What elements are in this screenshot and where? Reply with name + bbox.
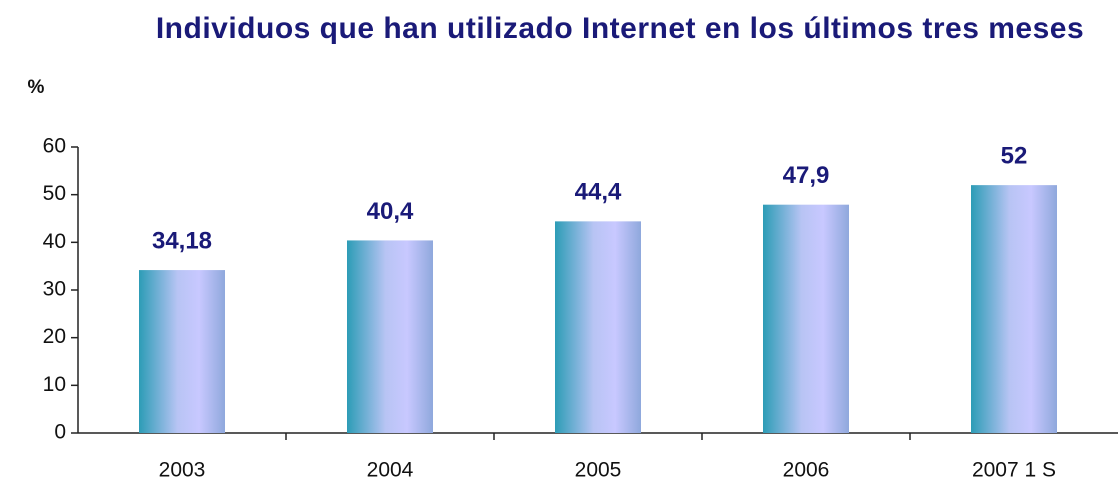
bar [971, 185, 1057, 433]
x-tick-label: 2005 [575, 459, 622, 482]
data-label: 40,4 [367, 198, 414, 225]
x-tick-label: 2004 [367, 459, 414, 482]
x-tick-label: 2003 [159, 459, 206, 482]
y-axis-label: % [28, 77, 45, 98]
x-tick-label: 2007 1 S [972, 459, 1056, 482]
bar [139, 270, 225, 433]
y-tick-label: 20 [43, 325, 66, 348]
data-label: 52 [1001, 142, 1028, 169]
bar [555, 221, 641, 433]
bar [347, 240, 433, 433]
y-tick-label: 40 [43, 230, 66, 253]
data-label: 44,4 [575, 179, 622, 206]
data-label: 47,9 [783, 162, 830, 189]
chart-title: Individuos que han utilizado Internet en… [155, 12, 1085, 45]
x-tick-label: 2006 [783, 459, 830, 482]
y-tick-label: 30 [43, 278, 66, 301]
y-tick-label: 60 [43, 135, 66, 158]
bar [763, 204, 849, 433]
y-tick-label: 10 [43, 373, 66, 396]
y-tick-label: 50 [43, 182, 66, 205]
data-label: 34,18 [152, 227, 212, 254]
y-tick-label: 0 [54, 421, 66, 444]
